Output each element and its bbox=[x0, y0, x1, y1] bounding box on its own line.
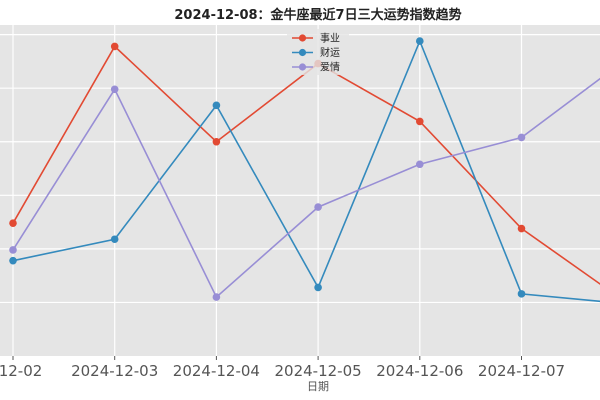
data-point bbox=[314, 203, 322, 211]
data-point bbox=[110, 42, 119, 51]
legend-marker bbox=[298, 34, 307, 42]
x-tick-label: 2024-12-05 bbox=[275, 362, 362, 380]
legend-label: 事业 bbox=[320, 32, 340, 45]
data-point bbox=[416, 37, 424, 45]
x-axis-label: 日期 bbox=[307, 380, 329, 393]
x-tick-label: 4-12-02 bbox=[0, 362, 42, 380]
plot-area bbox=[0, 25, 600, 356]
data-point bbox=[9, 256, 17, 265]
x-tick-label: 2024-12-07 bbox=[478, 362, 565, 380]
data-point bbox=[212, 137, 221, 146]
legend-marker bbox=[298, 63, 307, 71]
x-tick-label: 2024-12-06 bbox=[376, 362, 463, 380]
legend-label: 财运 bbox=[320, 46, 340, 59]
data-point bbox=[416, 160, 424, 169]
chart-title: 2024-12-08：金牛座最近7日三大运势指数趋势 bbox=[174, 7, 461, 23]
data-point bbox=[9, 219, 17, 227]
data-point bbox=[314, 283, 322, 292]
legend-label: 爱情 bbox=[320, 61, 340, 74]
data-point bbox=[9, 246, 17, 254]
data-point bbox=[110, 235, 119, 244]
data-point bbox=[110, 85, 119, 94]
data-point bbox=[212, 293, 221, 301]
data-point bbox=[517, 290, 526, 298]
legend-marker bbox=[298, 48, 307, 57]
data-point bbox=[416, 117, 424, 126]
data-point bbox=[517, 133, 526, 142]
data-point bbox=[212, 101, 221, 110]
x-tick-label: 2024-12-04 bbox=[173, 362, 260, 380]
x-tick-label: 2024-12-03 bbox=[71, 362, 158, 380]
data-point bbox=[517, 224, 526, 233]
